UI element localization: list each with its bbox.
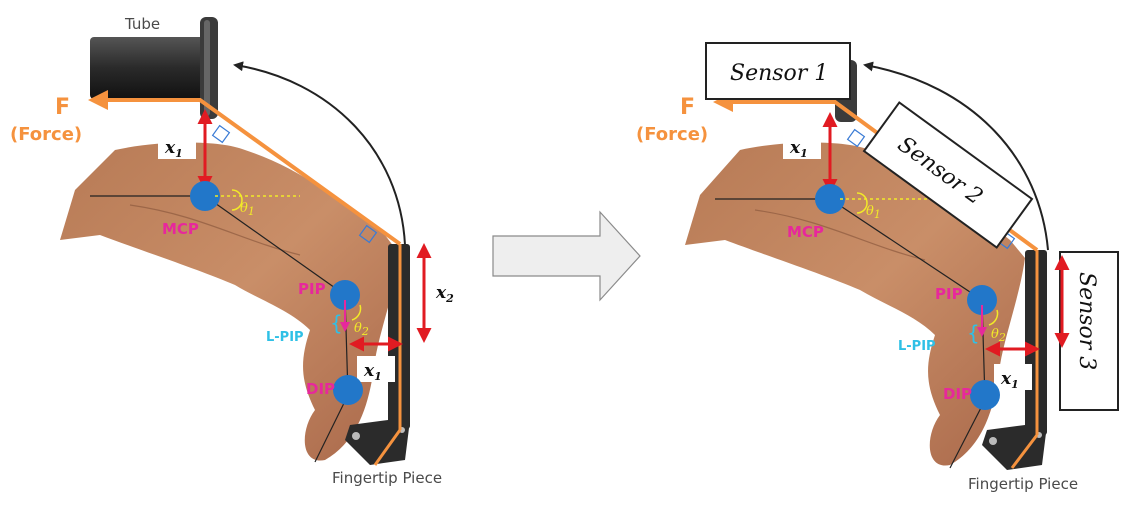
dip-joint: [970, 380, 1000, 410]
tube-label: Tube: [124, 15, 160, 33]
force-cable-tip: [373, 429, 402, 466]
dip-label: DIP: [306, 380, 335, 398]
mcp-joint: [190, 181, 220, 211]
x1-top-label: x1: [789, 138, 808, 160]
theta1-label: θ1: [240, 201, 255, 218]
pip-joint: [967, 285, 997, 315]
hand-shape: [60, 142, 400, 461]
sensor-1-label: Sensor 1: [730, 61, 828, 86]
hand-shape: [685, 142, 1025, 466]
theta2-label: θ2: [991, 327, 1006, 344]
lpip-brace: {: [967, 321, 980, 345]
tube: [90, 17, 218, 119]
theta2-arc: [988, 309, 999, 326]
sensor-1-box: Sensor 1: [705, 42, 851, 100]
mcp-joint: [815, 184, 845, 214]
right-angle-mark: [358, 224, 378, 244]
mcp-label: MCP: [162, 220, 199, 238]
x1-top-box: [783, 133, 821, 159]
force-cable-tip: [1010, 434, 1039, 469]
transition-arrow: [492, 210, 641, 302]
x1-top-label: x1: [164, 138, 183, 160]
dip-joint: [333, 375, 363, 405]
lpip-brace: {: [330, 311, 343, 335]
pip-label: PIP: [935, 285, 963, 303]
rotation-arrow: [863, 61, 1049, 251]
x1-bottom-box: [994, 364, 1032, 390]
dip-label: DIP: [943, 385, 972, 403]
x1-bottom-label: x1: [363, 361, 382, 383]
pip-label: PIP: [298, 280, 326, 298]
force-label: F: [680, 95, 695, 120]
theta2-label: θ2: [354, 321, 369, 338]
sensor-3-box: Sensor 3: [1059, 251, 1119, 411]
force-cable: [88, 90, 402, 246]
theta1-arc: [856, 192, 868, 214]
fingertip-label: Fingertip Piece: [968, 475, 1078, 493]
mcp-label: MCP: [787, 223, 824, 241]
knuckle-crease: [754, 209, 926, 261]
force-sublabel: (Force): [10, 124, 82, 145]
x2-label: x2: [435, 283, 454, 305]
sensor-3-label: Sensor 3: [1074, 272, 1099, 370]
theta1-arc: [231, 189, 243, 211]
lpip-label: L-PIP: [898, 339, 936, 354]
force-label: F: [55, 95, 70, 120]
theta1-label: θ1: [866, 204, 881, 221]
right-panel: x1 θ1 MCP PIP { L-PIP θ2 x1 DIP F (Force…: [636, 42, 1119, 493]
force-sublabel: (Force): [636, 124, 708, 145]
x1-bottom-label: x1: [1000, 369, 1019, 391]
x1-bottom-box: [357, 356, 395, 382]
lpip-label: L-PIP: [266, 330, 304, 345]
rotation-arrow: [233, 61, 406, 246]
x1-top-box: [158, 133, 196, 159]
theta2-arc: [351, 304, 362, 321]
fingertip-label: Fingertip Piece: [332, 469, 442, 487]
right-angle-mark: [846, 128, 866, 148]
right-angle-mark: [211, 124, 231, 144]
pip-joint: [330, 280, 360, 310]
left-panel: Tube x1 θ1 MCP x2 PIP: [10, 15, 454, 487]
